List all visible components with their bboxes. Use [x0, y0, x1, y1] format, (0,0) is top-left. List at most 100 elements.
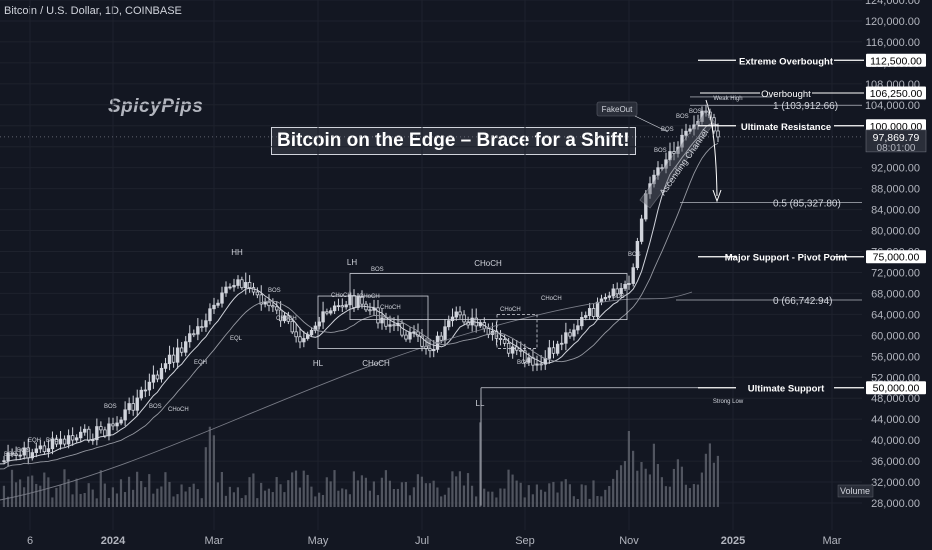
- volume-bar: [294, 470, 298, 507]
- candle-body: [560, 342, 564, 345]
- candle-body: [591, 308, 596, 317]
- fakeout-pointer: [634, 115, 669, 133]
- candle-body: [450, 316, 455, 322]
- price-axis-label: 124,000.00: [865, 0, 920, 7]
- price-axis-label: 84,000.00: [871, 205, 920, 217]
- projection-arrowhead: [712, 189, 722, 203]
- candle-body: [95, 426, 99, 441]
- volume-bar: [424, 483, 427, 507]
- volume-bar: [240, 498, 243, 507]
- volume-bar: [314, 496, 317, 507]
- volume-bar: [321, 494, 325, 507]
- volume-bar: [216, 482, 219, 507]
- candle-body: [684, 130, 688, 136]
- candle-body: [83, 428, 87, 433]
- candle-body: [212, 304, 216, 310]
- price-axis-label: 32,000.00: [871, 477, 920, 489]
- candle-body: [74, 437, 79, 441]
- structure-annotation: LL: [476, 399, 485, 408]
- volume-bar: [140, 481, 143, 507]
- key-level-label: Ultimate Support: [748, 384, 825, 395]
- candle-body: [696, 121, 700, 126]
- structure-annotation: CHoCH: [362, 359, 390, 368]
- volume-bar: [136, 471, 139, 507]
- candle-body: [111, 423, 115, 427]
- candle-body: [119, 419, 123, 424]
- price-tag-background: [866, 86, 926, 100]
- structure-small-label: BOS: [628, 252, 641, 258]
- price-axis-label: 120,000.00: [865, 16, 920, 28]
- candle-body: [611, 288, 615, 297]
- candle-body: [576, 325, 580, 331]
- candle-body: [360, 296, 364, 305]
- volume-bar: [539, 489, 543, 507]
- volume-bar: [432, 480, 435, 507]
- candle-body: [6, 452, 10, 462]
- volume-bar: [271, 492, 274, 507]
- structure-small-label: CHoCH: [276, 316, 297, 322]
- price-axis-label: 116,000.00: [866, 37, 920, 49]
- volume-bar: [668, 486, 671, 507]
- structure-annotation: Weak High: [713, 96, 742, 102]
- volume-bar: [384, 470, 387, 507]
- volume-bar: [160, 486, 163, 507]
- volume-bar: [660, 477, 663, 507]
- price-tag-background: [866, 250, 926, 264]
- candle-body: [271, 305, 275, 308]
- volume-bar: [115, 493, 119, 507]
- candle-body: [286, 315, 291, 322]
- volume-bar: [552, 481, 555, 507]
- volume-bar: [644, 468, 647, 507]
- volume-bar: [14, 482, 18, 507]
- candle-body: [224, 286, 228, 294]
- candle-body: [607, 295, 612, 298]
- volume-bar: [443, 494, 446, 507]
- volume-bar: [127, 476, 131, 507]
- volume-bar: [700, 472, 703, 507]
- volume-bar: [132, 489, 135, 507]
- volume-bar: [404, 481, 407, 507]
- volume-bar: [99, 470, 102, 507]
- candle-body: [432, 348, 436, 352]
- volume-bar: [531, 494, 534, 507]
- volume-bar: [511, 474, 514, 507]
- volume-bar: [333, 470, 336, 507]
- candle-body: [163, 363, 168, 369]
- volume-bar: [232, 492, 235, 507]
- candle-body: [290, 320, 294, 333]
- volume-bar: [287, 480, 290, 507]
- volume-bar: [470, 485, 474, 507]
- volume-bar: [279, 484, 282, 507]
- volume-bar: [572, 496, 575, 507]
- volume-bar: [87, 483, 90, 507]
- volume-bar: [712, 462, 715, 507]
- volume-bar: [71, 494, 74, 507]
- volume-bar: [164, 472, 167, 507]
- candle-body: [79, 431, 83, 439]
- volume-bar: [475, 496, 478, 507]
- volume-bar: [103, 483, 106, 507]
- candle-body: [688, 128, 692, 132]
- volume-bar: [6, 496, 10, 507]
- candle-body: [380, 317, 384, 324]
- volume-bar: [337, 490, 340, 507]
- candle-body: [220, 292, 224, 304]
- candle-body: [498, 338, 503, 340]
- volume-bar: [10, 469, 14, 507]
- candle-body: [631, 267, 635, 284]
- candle-body: [99, 426, 103, 431]
- candle-body: [580, 317, 584, 327]
- candle-body: [66, 435, 71, 445]
- volume-bar: [23, 487, 26, 507]
- volume-bar: [684, 484, 687, 507]
- volume-bar: [408, 495, 411, 507]
- candle-body: [14, 453, 18, 456]
- volume-bar: [519, 482, 522, 507]
- candle-body: [443, 326, 447, 341]
- candle-body: [321, 311, 325, 323]
- chart-header-symbol: Bitcoin / U.S. Dollar, 1D, COINBASE: [4, 5, 182, 17]
- candle-body: [352, 294, 356, 308]
- candle-body: [336, 305, 341, 308]
- volume-bar: [495, 497, 498, 507]
